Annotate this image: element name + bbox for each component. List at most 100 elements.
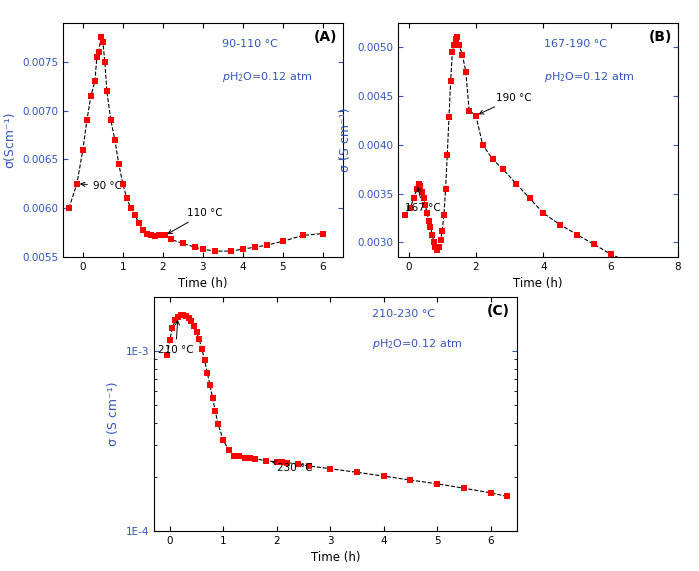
Point	[431, 479, 442, 488]
Point	[229, 451, 240, 460]
Text: 230 °C: 230 °C	[273, 461, 312, 473]
Point	[450, 35, 461, 44]
Point	[170, 316, 181, 325]
Point	[233, 451, 245, 460]
X-axis label: Time (h): Time (h)	[178, 278, 227, 291]
Point	[204, 380, 215, 389]
Point	[92, 53, 103, 62]
Point	[425, 222, 436, 231]
Point	[487, 155, 498, 164]
Point	[121, 194, 132, 203]
Y-axis label: σ (S cm⁻¹): σ (S cm⁻¹)	[107, 382, 120, 446]
Point	[463, 106, 475, 115]
Point	[134, 218, 145, 227]
Point	[175, 311, 186, 320]
Point	[460, 67, 471, 76]
Point	[447, 47, 458, 57]
Point	[239, 453, 250, 463]
Point	[95, 33, 106, 42]
Point	[277, 237, 288, 246]
Point	[297, 231, 308, 240]
Point	[261, 456, 272, 465]
Point	[245, 453, 256, 463]
Point	[454, 41, 465, 50]
Point	[292, 459, 303, 468]
Point	[129, 211, 140, 220]
Point	[209, 247, 220, 256]
Point	[250, 455, 261, 464]
Point	[378, 472, 389, 481]
Point	[497, 164, 508, 174]
Point	[177, 239, 188, 248]
X-axis label: Time (h): Time (h)	[514, 278, 563, 291]
Point	[431, 246, 442, 255]
Point	[554, 220, 565, 230]
Text: 167 °C: 167 °C	[405, 187, 441, 213]
Point	[400, 211, 411, 220]
Y-axis label: σ(Scm⁻¹): σ(Scm⁻¹)	[3, 112, 16, 168]
Point	[408, 194, 419, 203]
Point	[430, 243, 441, 252]
Point	[324, 464, 336, 473]
Point	[420, 200, 431, 210]
Point	[149, 232, 160, 241]
Point	[639, 265, 650, 274]
Point	[237, 244, 248, 254]
Point	[435, 236, 446, 245]
Point	[421, 208, 433, 218]
Point	[277, 457, 288, 467]
Point	[271, 457, 282, 467]
Point	[303, 461, 315, 471]
Text: 110 °C: 110 °C	[168, 208, 222, 234]
Point	[449, 41, 460, 50]
Point	[225, 247, 236, 256]
Point	[418, 194, 429, 203]
Point	[413, 179, 424, 188]
Point	[428, 238, 440, 247]
Point	[164, 336, 175, 345]
Point	[194, 335, 205, 344]
Point	[64, 204, 75, 213]
Point	[477, 140, 488, 150]
Point	[99, 57, 110, 66]
Point	[442, 150, 453, 159]
Point	[167, 323, 178, 332]
Point	[186, 316, 197, 325]
Point	[153, 231, 164, 240]
Text: 167-190 °C: 167-190 °C	[544, 39, 607, 49]
Point	[125, 204, 136, 213]
Text: 90-110 °C: 90-110 °C	[222, 39, 278, 49]
Text: 90 °C: 90 °C	[81, 180, 122, 191]
Point	[97, 38, 108, 47]
Point	[159, 231, 171, 240]
Point	[571, 230, 582, 239]
Point	[426, 230, 438, 239]
Point	[452, 33, 463, 42]
Point	[141, 229, 152, 238]
Point	[191, 327, 202, 336]
Point	[161, 351, 173, 360]
Point	[207, 393, 218, 403]
Point	[145, 231, 157, 240]
Point	[137, 225, 148, 234]
Point	[199, 356, 210, 365]
Point	[511, 179, 522, 188]
Y-axis label: σ (S cm⁻¹): σ (S cm⁻¹)	[339, 108, 352, 172]
Text: $\it{p}$H$_2$O=0.12 atm: $\it{p}$H$_2$O=0.12 atm	[222, 70, 312, 84]
Point	[223, 445, 234, 455]
Point	[81, 116, 92, 125]
Point	[261, 240, 272, 250]
Point	[412, 184, 423, 193]
Text: $\it{p}$H$_2$O=0.12 atm: $\it{p}$H$_2$O=0.12 atm	[544, 70, 634, 84]
Point	[210, 407, 221, 416]
Point	[78, 145, 89, 154]
Point	[438, 211, 449, 220]
Point	[622, 258, 633, 267]
Point	[196, 344, 208, 353]
Text: 210 °C: 210 °C	[158, 321, 194, 355]
Point	[189, 243, 201, 252]
Point	[113, 160, 124, 169]
Point	[405, 204, 416, 213]
Point	[589, 240, 600, 249]
Text: 190 °C: 190 °C	[480, 93, 532, 114]
